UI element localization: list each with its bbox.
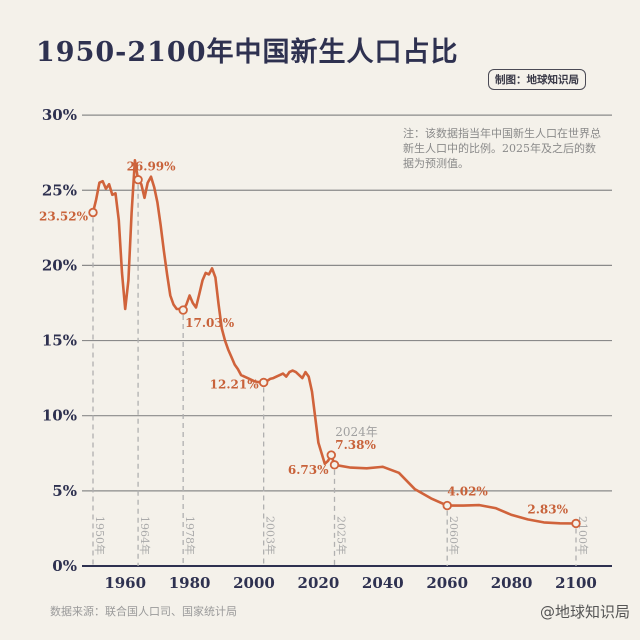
y-tick-label: 15% [42,332,77,350]
data-point-label: 7.38% [335,438,376,452]
credit-badge: 制图：地球知识局 [488,69,586,90]
data-point-marker [178,305,188,315]
data-point-marker [329,460,340,470]
y-tick-label: 30% [42,106,77,124]
data-point-marker [326,450,336,460]
watermark: @地球知识局 [539,603,630,621]
y-tick-label: 5% [52,482,77,500]
year-label: 2024年 [335,425,378,439]
data-point-marker [258,377,269,388]
data-point-label: 26.99% [127,160,177,174]
x-tick-label: 1980 [169,574,211,592]
year-vertical-label: 1950年 [93,516,107,555]
y-tick-label: 10% [42,407,77,425]
data-point-marker [88,207,98,218]
year-vertical-label: 1978年 [183,516,197,555]
x-tick-label: 2100 [555,574,597,592]
page-title: 1950-2100年中国新生人口占比 [36,37,459,68]
data-point-label: 6.73% [288,463,329,477]
data-point-label: 2.83% [527,502,568,516]
y-tick-label: 0% [52,557,77,575]
x-tick-label: 2040 [362,574,404,592]
year-vertical-label: 1964年 [138,516,152,555]
y-tick-label: 25% [42,181,77,199]
data-point-label: 17.03% [185,316,235,330]
data-point-label: 4.02% [447,485,488,499]
year-vertical-label: 2025年 [335,516,349,555]
x-tick-label: 2060 [426,574,468,592]
x-tick-label: 2080 [491,574,533,592]
data-point-marker [133,175,143,185]
year-vertical-label: 2003年 [264,516,278,555]
y-tick-label: 20% [42,256,77,274]
data-source: 数据来源：联合国人口司、国家统计局 [50,605,237,618]
year-vertical-label: 2060年 [447,516,461,555]
data-point-label: 12.21% [210,377,260,391]
chart-note: 注：该数据指当年中国新生人口在世界总新生人口中的比例。2025年及之后的数据为预… [403,127,601,170]
x-tick-label: 2000 [233,574,275,592]
x-tick-label: 2020 [298,574,340,592]
data-point-label: 23.52% [39,209,89,223]
data-point-marker [571,518,581,529]
data-point-marker [442,500,452,511]
x-tick-label: 1960 [104,574,146,592]
